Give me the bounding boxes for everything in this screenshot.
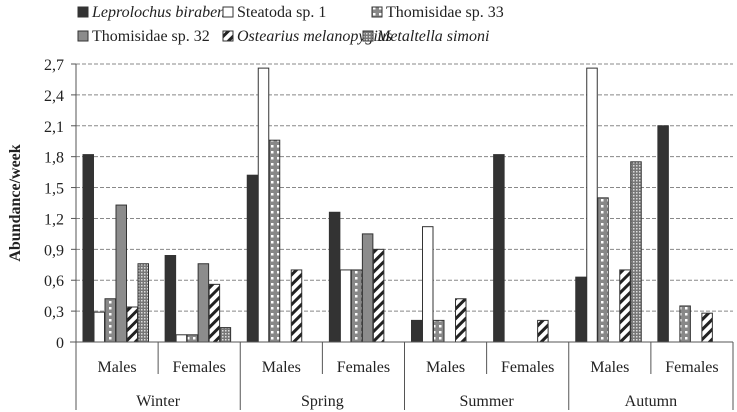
y-axis-label: Abundance/week bbox=[7, 144, 24, 261]
y-tick-label: 1,5 bbox=[44, 181, 64, 198]
bar bbox=[126, 306, 138, 343]
legend-label: Leprolochus birabeni bbox=[91, 4, 230, 21]
y-tick-label: 0 bbox=[56, 335, 64, 352]
bar bbox=[290, 269, 303, 343]
bar bbox=[679, 305, 691, 343]
bar bbox=[433, 319, 445, 343]
y-tick-label: 0,3 bbox=[44, 304, 64, 321]
legend-swatch bbox=[77, 6, 89, 18]
legend-label: Thomisidae sp. 33 bbox=[386, 4, 504, 21]
bar bbox=[619, 269, 631, 343]
y-tick-label: 2,4 bbox=[44, 88, 64, 105]
season-label: Autumn bbox=[625, 393, 677, 410]
y-tick-label: 2,1 bbox=[44, 119, 64, 136]
bar bbox=[350, 269, 363, 343]
legend-label: Steatoda sp. 1 bbox=[237, 4, 326, 21]
bar bbox=[586, 67, 598, 343]
legend-swatch bbox=[371, 6, 383, 18]
legend-swatch bbox=[77, 30, 89, 42]
season-label: Summer bbox=[460, 393, 515, 410]
bar bbox=[186, 334, 199, 343]
bar bbox=[82, 154, 94, 343]
bar bbox=[137, 263, 149, 343]
bar bbox=[493, 154, 505, 343]
y-tick-label: 1,2 bbox=[44, 211, 64, 228]
category-label: Females bbox=[665, 359, 718, 376]
y-tick-label: 2,7 bbox=[44, 57, 64, 74]
category-label: Females bbox=[173, 359, 226, 376]
bar bbox=[361, 233, 374, 343]
bar bbox=[372, 248, 385, 343]
season-label: Winter bbox=[136, 393, 180, 410]
category-label: Females bbox=[501, 359, 554, 376]
bar bbox=[575, 276, 587, 343]
bar bbox=[455, 298, 467, 343]
legend-swatch bbox=[362, 30, 374, 42]
legend-swatch bbox=[222, 6, 234, 18]
legend-label: Metaltella simoni bbox=[376, 28, 489, 45]
bar bbox=[115, 204, 127, 343]
bar bbox=[422, 226, 434, 343]
category-label: Males bbox=[262, 359, 301, 376]
legend-label: Ostearius melanopygius bbox=[237, 28, 392, 45]
bar bbox=[246, 174, 259, 343]
bar bbox=[219, 327, 232, 343]
legend-label: Thomisidae sp. 32 bbox=[92, 28, 210, 45]
category-label: Males bbox=[426, 359, 465, 376]
y-tick-label: 1,8 bbox=[44, 150, 64, 167]
bar bbox=[328, 211, 341, 343]
bar bbox=[104, 298, 116, 343]
bar bbox=[411, 319, 423, 343]
bar bbox=[339, 269, 352, 343]
bar bbox=[537, 319, 549, 343]
y-tick-label: 0,9 bbox=[44, 242, 64, 259]
category-label: Males bbox=[98, 359, 137, 376]
bar bbox=[93, 311, 105, 343]
bar bbox=[175, 334, 188, 343]
bar bbox=[268, 139, 281, 343]
bar bbox=[630, 161, 642, 343]
bar bbox=[197, 263, 210, 343]
bar bbox=[208, 283, 221, 343]
legend-swatch bbox=[222, 30, 234, 42]
bar bbox=[257, 67, 270, 343]
bar bbox=[164, 255, 177, 343]
y-tick-label: 0,6 bbox=[44, 273, 64, 290]
bar bbox=[701, 312, 713, 343]
bar bbox=[597, 197, 609, 343]
category-label: Males bbox=[590, 359, 629, 376]
season-label: Spring bbox=[301, 393, 344, 410]
category-label: Females bbox=[337, 359, 390, 376]
bar bbox=[657, 125, 669, 343]
